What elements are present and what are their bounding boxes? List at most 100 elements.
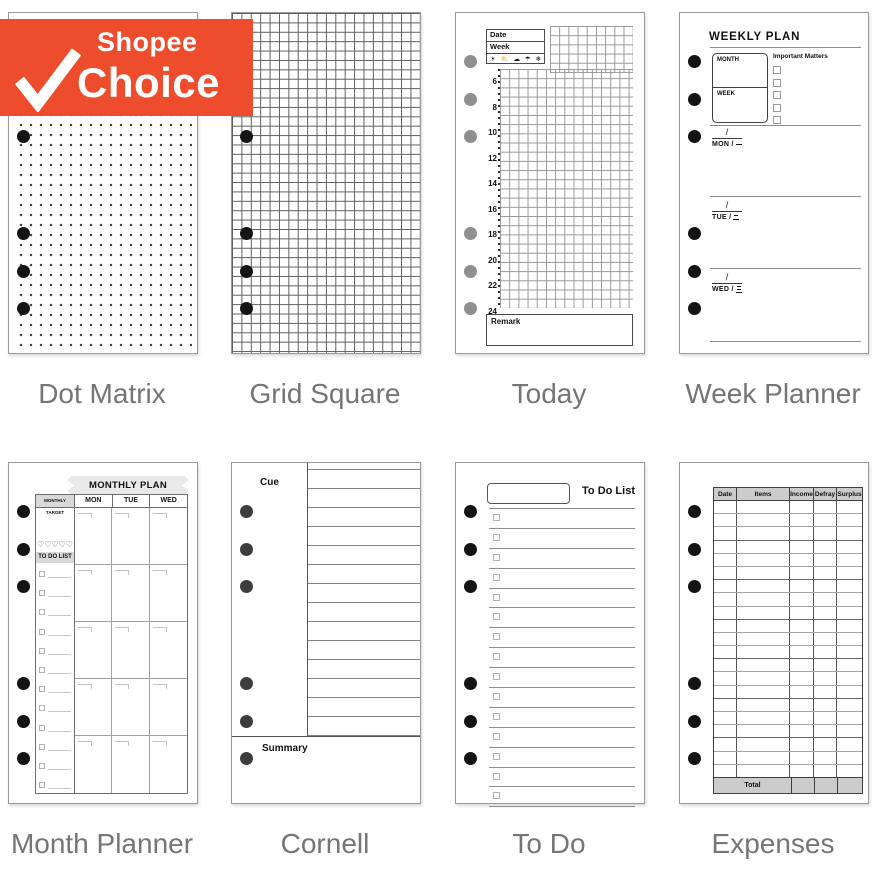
checkbox — [39, 571, 45, 577]
calendar-cell — [75, 508, 113, 565]
checkbox — [493, 772, 500, 780]
todo-row — [489, 787, 635, 808]
expense-row — [714, 553, 862, 567]
umbrella-icon: ☂ — [524, 56, 531, 63]
expense-cell — [714, 514, 737, 527]
binder-hole — [688, 677, 701, 690]
divider — [710, 341, 861, 342]
monthly-plan-banner: MONTHLY PLAN — [67, 476, 189, 495]
column-header-items: Items — [737, 488, 790, 500]
cjk-numeral-glyph — [735, 286, 742, 293]
binder-hole — [688, 752, 701, 765]
expense-cell — [714, 553, 737, 566]
timeline-dotted-line — [498, 69, 500, 308]
target-todo-column: ♡♡♡♡♡ TO DO LIST — [36, 508, 75, 793]
todo-row — [489, 608, 635, 629]
expense-cell — [790, 764, 814, 777]
month-week-box: MONTH WEEK — [712, 53, 768, 123]
checkbox — [493, 693, 500, 701]
write-line — [48, 730, 71, 732]
divider — [710, 268, 861, 269]
todo-item — [39, 681, 72, 700]
expense-cell — [814, 764, 837, 777]
expense-cell — [790, 698, 814, 711]
label-dot-matrix: Dot Matrix — [38, 378, 166, 409]
todo-item — [39, 604, 72, 623]
checkbox — [493, 514, 500, 521]
date-corner-mark — [78, 513, 92, 518]
expense-cell — [790, 514, 814, 527]
expense-cell — [837, 567, 862, 579]
checkbox — [773, 116, 781, 124]
expense-cell — [737, 540, 790, 553]
expense-cell — [790, 659, 814, 672]
expense-cell — [837, 699, 862, 711]
calendar-cell — [149, 622, 187, 679]
card-month-planner: MONTHLY PLAN MONTHLY TARGET MON TUE WED … — [8, 462, 198, 804]
expense-cell — [714, 751, 737, 764]
checkbox — [493, 633, 500, 641]
expense-cell — [714, 712, 737, 725]
day-name-label: TUE / — [712, 214, 742, 221]
todo-row — [489, 708, 635, 728]
todo-row — [489, 628, 635, 649]
todo-row — [489, 569, 635, 589]
binder-hole — [240, 543, 253, 556]
calendar-cell — [112, 736, 150, 793]
expense-cell — [790, 527, 814, 540]
expense-cell — [814, 606, 837, 619]
calendar-cell — [75, 736, 113, 793]
checkbox — [39, 609, 45, 616]
write-line — [48, 596, 71, 598]
expense-cell — [714, 698, 737, 711]
label-today: Today — [511, 378, 587, 409]
write-line — [48, 577, 71, 578]
hour-label: 12 — [488, 154, 497, 163]
calendar-cell — [75, 565, 113, 622]
hour-label: 16 — [488, 205, 497, 214]
date-corner-mark — [115, 741, 130, 746]
expense-cell — [790, 646, 814, 659]
expense-row — [714, 527, 862, 541]
expense-cell — [837, 725, 862, 737]
expense-row — [714, 514, 862, 528]
checkbox — [39, 590, 45, 597]
weekly-plan-title: WEEKLY PLAN — [709, 31, 801, 43]
expense-cell — [737, 553, 790, 566]
day-name-latin: WED / — [712, 286, 734, 293]
checkbox — [493, 752, 500, 760]
expense-cell — [714, 764, 737, 777]
binder-hole — [464, 265, 477, 278]
expense-cell — [737, 632, 790, 646]
total-cell — [791, 778, 815, 793]
todo-row — [489, 589, 635, 609]
expense-cell — [814, 712, 837, 725]
binder-hole — [688, 505, 701, 518]
binder-hole — [17, 752, 30, 765]
expense-cell — [814, 738, 837, 751]
card-to-do: To Do List — [455, 462, 645, 808]
total-label: Total — [744, 782, 761, 789]
expense-row — [714, 646, 862, 660]
binder-hole — [688, 265, 701, 278]
write-line — [48, 653, 71, 655]
cjk-numeral-glyph — [733, 214, 740, 221]
card-grid-square — [231, 12, 421, 354]
expense-cell — [790, 725, 814, 738]
expense-cell — [737, 751, 790, 764]
write-line — [48, 749, 71, 751]
label-cornell: Cornell — [280, 828, 370, 859]
expense-cell — [737, 619, 790, 632]
checkbox — [39, 724, 45, 731]
todo-item — [39, 739, 72, 758]
expense-cell — [814, 646, 837, 659]
date-corner-mark — [152, 570, 167, 575]
expense-cell — [837, 686, 862, 698]
expense-row — [714, 566, 862, 581]
date-corner-mark — [115, 627, 130, 632]
expense-row — [714, 698, 862, 712]
label-grid-square: Grid Square — [249, 378, 401, 409]
calendar-cell — [149, 679, 187, 736]
binder-hole — [240, 580, 253, 593]
checkbox — [39, 782, 45, 789]
